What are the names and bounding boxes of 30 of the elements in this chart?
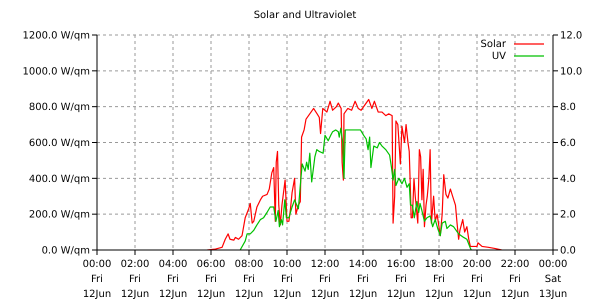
x-tick-label: 12:00 Fri 12Jun [310, 259, 340, 300]
x-tick-label: 04:00 Fri 12Jun [158, 259, 188, 300]
x-tick-label: 14:00 Fri 12Jun [348, 259, 378, 300]
x-tick-label: 08:00 Fri 12Jun [234, 259, 264, 300]
x-tick-label: 16:00 Fri 12Jun [386, 259, 416, 300]
y-tick-label: 400.0 W/qm [28, 174, 90, 185]
y-tick-label: 200.0 W/qm [28, 210, 90, 221]
y2-tick-label: 6.0 [560, 138, 576, 150]
x-tick-label: 00:00 Fri 12Jun [82, 259, 112, 300]
legend-label: Solar [480, 38, 506, 50]
x-tick-label: 06:00 Fri 12Jun [196, 259, 226, 300]
x-tick-label: 10:00 Fri 12Jun [272, 259, 302, 300]
chart-title: Solar and Ultraviolet [252, 10, 358, 21]
x-tick-label: 18:00 Fri 12Jun [424, 259, 454, 300]
y2-tick-label: 0.0 [560, 246, 576, 257]
y-tick-label: 1000.0 W/qm [22, 66, 90, 78]
legend-label: UV [492, 50, 506, 62]
y2-tick-label: 4.0 [560, 174, 576, 185]
y-tick-label: 0.0 W/qm [42, 246, 90, 257]
y2-tick-label: 8.0 [560, 102, 576, 114]
x-tick-label: 02:00 Fri 12Jun [120, 259, 150, 300]
y2-tick-label: 10.0 [560, 66, 582, 78]
y2-tick-label: 12.0 [560, 30, 582, 42]
y2-tick-label: 2.0 [560, 210, 576, 221]
x-tick-label: 22:00 Fri 12Jun [500, 259, 530, 300]
y-tick-label: 1200.0 W/qm [22, 30, 90, 42]
y-tick-label: 800.0 W/qm [28, 102, 90, 114]
y-tick-label: 600.0 W/qm [28, 138, 90, 150]
x-tick-label: 20:00 Fri 12Jun [462, 259, 492, 300]
x-tick-label: 00:00 Sat 13Jun [538, 259, 568, 300]
